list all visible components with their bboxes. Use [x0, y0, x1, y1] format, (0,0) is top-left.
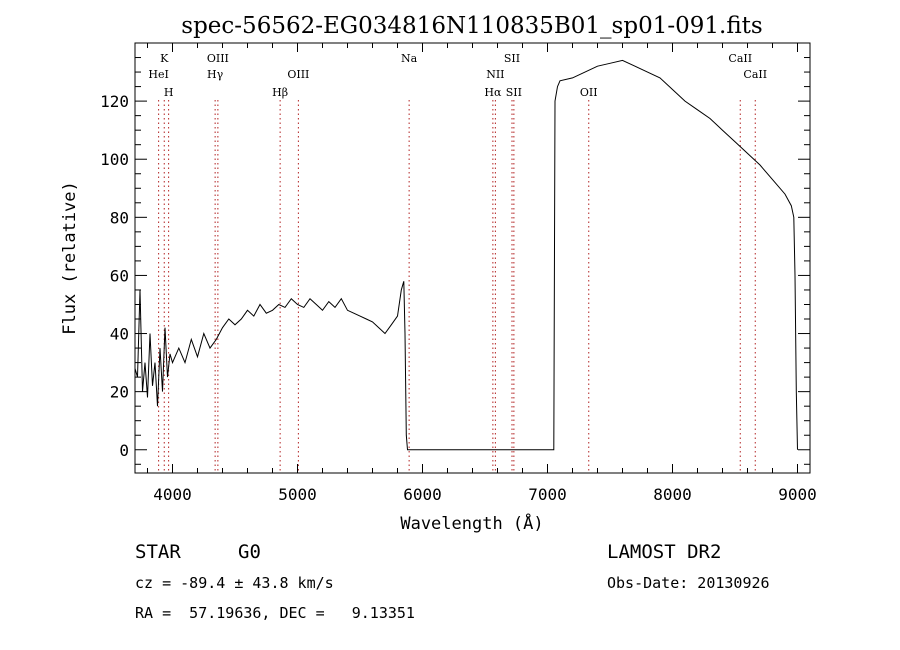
y-tick-label: 20 [110, 383, 129, 402]
spectral-line-label: CaII [728, 52, 752, 65]
spectral-line-label: HeI [148, 68, 168, 81]
y-tick-label: 80 [110, 208, 129, 227]
axis-tick-labels: 4000 5000 6000 7000 8000 9000 0 20 40 60 80 100 120 [100, 92, 817, 504]
spectral-line-label: OII [580, 86, 598, 99]
chart-title: spec-56562-EG034816N110835B01_sp01-091.f… [181, 13, 762, 39]
y-axis-label: Flux (relative) [60, 181, 80, 335]
x-tick-label: 6000 [403, 485, 442, 504]
x-tick-label: 5000 [278, 485, 317, 504]
y-tick-label: 120 [100, 92, 129, 111]
axis-ticks [135, 43, 810, 473]
spectral-line-markers [158, 100, 756, 473]
object-class: STAR [135, 541, 181, 563]
y-tick-label: 100 [100, 150, 129, 169]
plot-frame [134, 42, 811, 474]
observation-date: Obs-Date: 20130926 [607, 574, 770, 592]
spectral-line-label: Hγ [207, 68, 224, 81]
y-tick-label: 60 [110, 266, 129, 285]
spectral-line-label: Hα [484, 86, 502, 99]
spectral-line-label: NII [486, 68, 504, 81]
spectral-subclass: G0 [238, 541, 261, 563]
spectral-line-label: OIII [207, 52, 229, 65]
spectral-line-label: SII [506, 86, 522, 99]
spectral-line-label: Na [401, 52, 418, 65]
spectral-line-labels: K HeI H OIII Hγ Hβ OIII Na NII Hα SII SII OII CaII CaI… [148, 52, 767, 99]
x-tick-label: 9000 [778, 485, 817, 504]
spectral-line-label: SII [504, 52, 520, 65]
x-tick-label: 4000 [153, 485, 192, 504]
x-tick-label: 8000 [653, 485, 692, 504]
y-tick-label: 40 [110, 325, 129, 344]
x-axis-label: Wavelength (Å) [400, 512, 543, 534]
spectral-line-label: Hβ [272, 86, 288, 99]
spectrum-series-line [134, 59, 798, 451]
x-tick-label: 7000 [528, 485, 567, 504]
spectral-line-label: K [160, 52, 169, 65]
redshift-velocity: cz = -89.4 ± 43.8 km/s [135, 574, 334, 592]
survey-name: LAMOST DR2 [607, 541, 722, 563]
y-tick-label: 0 [119, 441, 129, 460]
spectral-line-label: H [164, 86, 174, 99]
coordinates: RA = 57.19636, DEC = 9.13351 [135, 604, 415, 622]
spectral-line-label: OIII [287, 68, 309, 81]
spectral-line-label: CaII [743, 68, 767, 81]
